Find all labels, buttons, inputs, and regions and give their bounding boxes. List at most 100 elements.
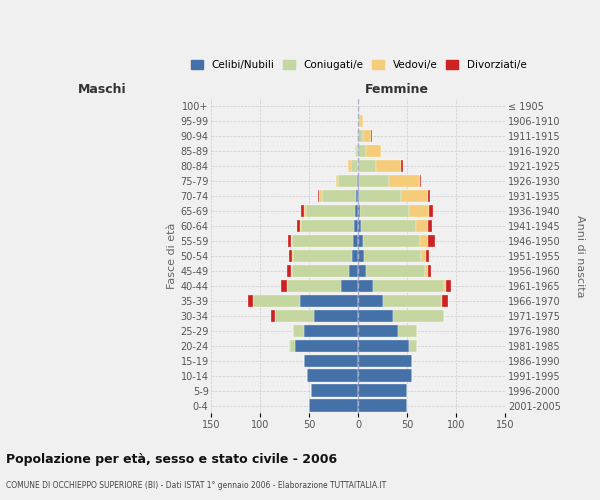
Bar bbox=[353, 235, 358, 247]
Bar bbox=[389, 175, 420, 187]
Bar bbox=[428, 220, 432, 232]
Bar bbox=[442, 294, 448, 307]
Bar bbox=[366, 264, 425, 277]
Bar bbox=[358, 115, 361, 128]
Bar bbox=[409, 205, 429, 217]
Bar bbox=[352, 250, 358, 262]
Bar bbox=[358, 160, 376, 172]
Bar bbox=[358, 264, 366, 277]
Bar bbox=[428, 235, 435, 247]
Bar bbox=[358, 310, 393, 322]
Bar bbox=[296, 220, 299, 232]
Bar bbox=[358, 175, 359, 187]
Bar bbox=[361, 205, 409, 217]
Bar bbox=[271, 310, 275, 322]
Bar bbox=[355, 145, 356, 157]
Bar bbox=[409, 340, 417, 352]
Bar bbox=[253, 294, 299, 307]
Bar bbox=[289, 340, 290, 352]
Bar bbox=[361, 220, 416, 232]
Bar bbox=[338, 175, 358, 187]
Bar bbox=[429, 205, 433, 217]
Bar bbox=[421, 250, 426, 262]
Bar bbox=[358, 280, 373, 292]
Bar bbox=[398, 324, 417, 337]
Bar bbox=[350, 160, 358, 172]
Bar bbox=[443, 280, 446, 292]
Bar bbox=[355, 205, 358, 217]
Bar bbox=[322, 190, 356, 202]
Bar bbox=[304, 205, 307, 217]
Bar bbox=[292, 235, 353, 247]
Bar bbox=[358, 190, 359, 202]
Bar bbox=[446, 280, 451, 292]
Bar bbox=[428, 264, 431, 277]
Bar bbox=[301, 205, 304, 217]
Bar bbox=[301, 220, 355, 232]
Y-axis label: Fasce di età: Fasce di età bbox=[167, 222, 178, 289]
Bar bbox=[358, 250, 364, 262]
Bar bbox=[358, 100, 359, 112]
Bar bbox=[292, 250, 293, 262]
Bar bbox=[358, 294, 383, 307]
Bar bbox=[314, 310, 358, 322]
Bar bbox=[311, 384, 358, 396]
Bar bbox=[275, 310, 314, 322]
Bar bbox=[347, 160, 350, 172]
Bar bbox=[358, 340, 409, 352]
Bar bbox=[336, 175, 338, 187]
Bar bbox=[358, 205, 361, 217]
Bar bbox=[281, 280, 287, 292]
Text: Popolazione per età, sesso e stato civile - 2006: Popolazione per età, sesso e stato civil… bbox=[6, 452, 337, 466]
Bar bbox=[416, 220, 428, 232]
Bar bbox=[307, 370, 358, 382]
Legend: Celibi/Nubili, Coniugati/e, Vedovi/e, Divorziati/e: Celibi/Nubili, Coniugati/e, Vedovi/e, Di… bbox=[191, 60, 526, 70]
Bar bbox=[293, 250, 352, 262]
Bar bbox=[393, 310, 443, 322]
Bar bbox=[290, 340, 295, 352]
Bar bbox=[289, 250, 292, 262]
Bar bbox=[401, 160, 403, 172]
Bar bbox=[293, 324, 304, 337]
Bar bbox=[358, 145, 366, 157]
Bar bbox=[373, 280, 443, 292]
Text: Maschi: Maschi bbox=[78, 82, 127, 96]
Bar bbox=[307, 205, 355, 217]
Bar bbox=[291, 235, 292, 247]
Bar bbox=[356, 190, 358, 202]
Bar bbox=[358, 400, 407, 411]
Bar bbox=[349, 264, 358, 277]
Bar bbox=[288, 235, 291, 247]
Bar bbox=[426, 250, 429, 262]
Bar bbox=[359, 190, 401, 202]
Bar bbox=[359, 175, 389, 187]
Bar bbox=[341, 280, 358, 292]
Bar bbox=[361, 115, 364, 128]
Text: COMUNE DI OCCHIEPPO SUPERIORE (BI) - Dati ISTAT 1° gennaio 2006 - Elaborazione T: COMUNE DI OCCHIEPPO SUPERIORE (BI) - Dat… bbox=[6, 481, 386, 490]
Bar bbox=[358, 354, 412, 367]
Bar bbox=[291, 264, 292, 277]
Bar bbox=[355, 220, 358, 232]
Bar bbox=[304, 324, 358, 337]
Bar bbox=[358, 220, 361, 232]
Text: Femmine: Femmine bbox=[365, 82, 428, 96]
Bar bbox=[420, 235, 428, 247]
Bar bbox=[358, 324, 398, 337]
Bar bbox=[383, 294, 442, 307]
Bar bbox=[366, 145, 381, 157]
Bar bbox=[287, 280, 341, 292]
Bar bbox=[358, 130, 364, 142]
Bar bbox=[420, 175, 421, 187]
Bar bbox=[364, 235, 420, 247]
Bar bbox=[299, 220, 301, 232]
Bar bbox=[318, 190, 319, 202]
Bar bbox=[371, 130, 372, 142]
Bar bbox=[304, 354, 358, 367]
Bar bbox=[248, 294, 253, 307]
Bar bbox=[364, 130, 371, 142]
Bar bbox=[287, 264, 291, 277]
Bar bbox=[299, 294, 358, 307]
Bar bbox=[358, 384, 407, 396]
Bar bbox=[401, 190, 428, 202]
Bar bbox=[292, 264, 349, 277]
